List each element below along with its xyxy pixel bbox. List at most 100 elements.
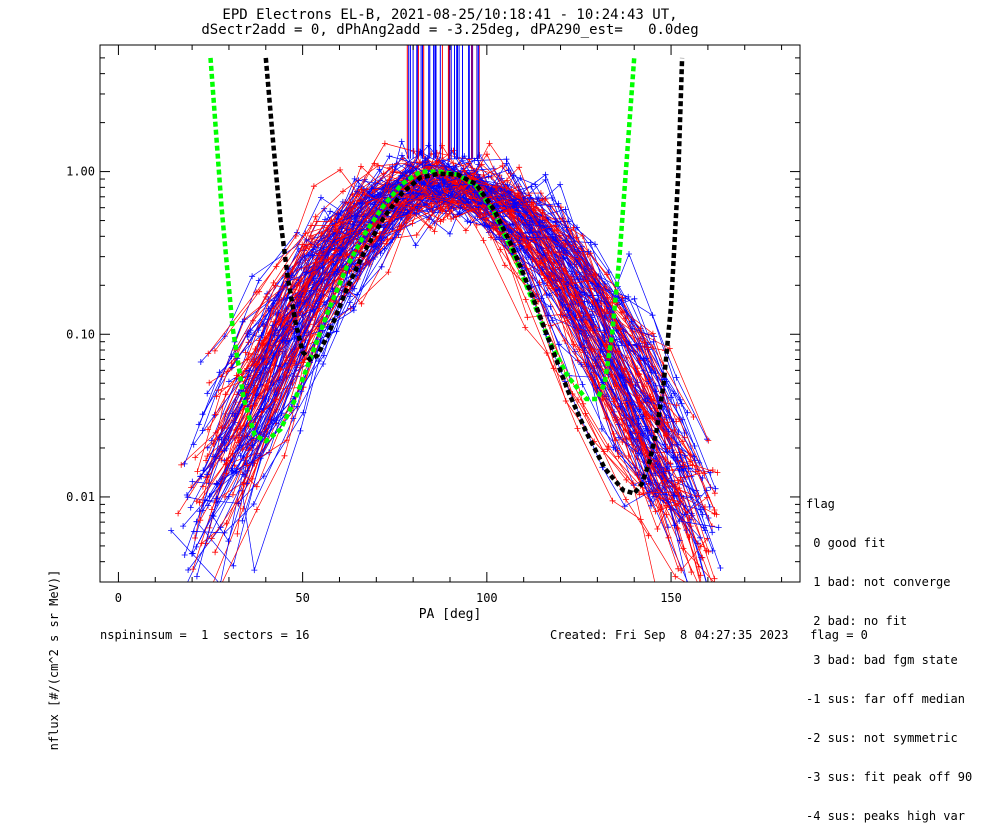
trace-marker	[347, 228, 354, 235]
trace-marker	[549, 285, 556, 292]
trace-marker	[277, 367, 283, 373]
trace-marker	[266, 330, 273, 337]
trace-marker	[648, 369, 655, 376]
trace-marker	[439, 164, 446, 170]
axes: 0 50 100 150 0.01 0.10 1.00	[66, 45, 800, 605]
trace-marker	[234, 530, 241, 537]
trace-line	[230, 161, 705, 474]
trace-marker	[457, 204, 464, 211]
trace-marker	[641, 383, 648, 390]
trace-marker	[684, 409, 691, 416]
trace-marker	[594, 283, 601, 290]
trace-line	[215, 173, 709, 519]
trace-marker	[364, 199, 371, 206]
trace-marker	[314, 323, 320, 330]
trace-marker	[197, 359, 204, 365]
trace-line	[215, 161, 677, 422]
trace-marker	[203, 457, 209, 464]
trace-marker	[516, 164, 523, 171]
trace-marker	[371, 201, 378, 208]
trace-marker	[503, 160, 510, 167]
trace-marker	[585, 248, 592, 255]
trace-marker	[574, 357, 581, 364]
trace-marker	[675, 441, 682, 448]
trace-marker	[496, 234, 503, 241]
trace-marker	[181, 552, 188, 558]
trace-marker	[723, 592, 729, 598]
trace-marker	[361, 191, 368, 197]
trace-marker	[301, 288, 308, 295]
trace-marker	[645, 532, 652, 539]
trace-marker	[399, 172, 406, 179]
trace-marker	[410, 148, 417, 155]
trace-marker	[223, 457, 230, 464]
trace-marker	[587, 239, 594, 246]
trace-marker	[371, 186, 378, 193]
trace-marker	[544, 282, 551, 289]
trace-marker	[597, 347, 604, 354]
trace-marker	[407, 211, 414, 218]
trace-marker	[284, 315, 291, 321]
trace-marker	[422, 155, 429, 162]
trace-marker	[249, 273, 256, 280]
trace-marker	[623, 476, 630, 483]
trace-marker	[309, 236, 316, 243]
trace-marker	[579, 233, 586, 239]
trace-marker	[260, 473, 267, 480]
trace-marker	[318, 194, 324, 201]
x-tick-label: 0	[115, 591, 122, 605]
trace-marker	[536, 279, 543, 286]
trace-marker	[292, 233, 299, 239]
trace-marker	[212, 549, 219, 556]
trace-marker	[405, 162, 411, 169]
trace-marker	[612, 446, 619, 453]
trace-marker	[310, 183, 317, 190]
trace-marker	[290, 415, 297, 422]
trace-marker	[404, 199, 411, 206]
trace-marker	[645, 478, 652, 485]
trace-marker	[308, 222, 314, 229]
trace-marker	[699, 511, 706, 518]
trace-marker	[204, 390, 211, 397]
trace-marker	[673, 374, 680, 381]
trace-marker	[626, 251, 632, 257]
trace-marker	[703, 547, 710, 554]
trace-marker	[674, 477, 681, 484]
trace-marker	[235, 439, 242, 446]
trace-marker	[417, 182, 424, 189]
trace-marker	[499, 162, 506, 169]
trace-marker	[253, 289, 260, 296]
trace-marker	[675, 489, 682, 495]
trace-marker	[471, 157, 478, 164]
trace-marker	[577, 342, 584, 349]
legend-entry: -3 sus: fit peak off 90	[806, 770, 973, 784]
trace-marker	[576, 299, 583, 306]
trace-marker	[713, 590, 719, 596]
chart-title: EPD Electrons EL-B, 2021-08-25/10:18:41 …	[222, 7, 678, 23]
trace-marker	[709, 467, 716, 473]
black-fit-curve	[263, 57, 685, 497]
trace-marker	[542, 196, 549, 203]
trace-marker	[649, 330, 656, 337]
trace-marker	[631, 295, 638, 302]
trace-marker	[630, 480, 636, 487]
trace-marker	[680, 545, 687, 552]
trace-marker	[535, 194, 542, 201]
trace-marker	[581, 298, 588, 305]
trace-marker	[262, 294, 269, 300]
trace-marker	[604, 446, 611, 453]
trace-marker	[297, 427, 304, 434]
trace-marker	[576, 346, 583, 353]
trace-line	[234, 193, 717, 515]
trace-marker	[664, 419, 671, 426]
trace-marker	[697, 572, 704, 579]
trace-marker	[653, 583, 659, 589]
trace-marker	[648, 432, 655, 439]
trace-marker	[613, 383, 620, 390]
trace-marker	[593, 324, 600, 331]
trace-marker	[249, 442, 256, 449]
trace-marker	[417, 159, 424, 165]
trace-marker	[680, 462, 687, 469]
trace-marker	[358, 211, 365, 218]
trace-marker	[259, 355, 266, 362]
